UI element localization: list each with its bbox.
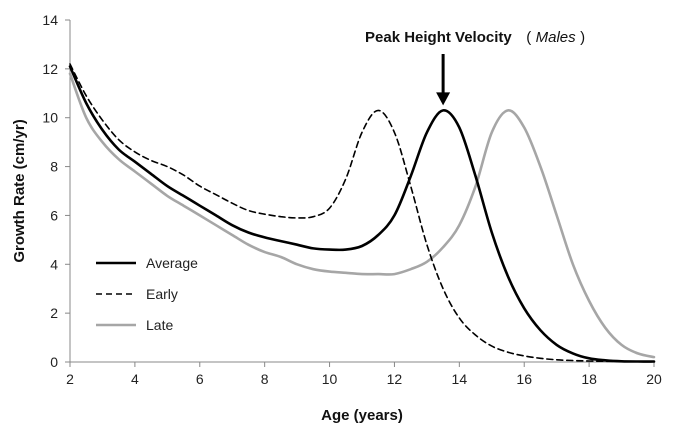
annotation-arrow-head bbox=[436, 92, 451, 106]
y-tick-label: 4 bbox=[50, 256, 58, 272]
x-ticks: 2 4 6 8 10 12 14 16 18 20 bbox=[66, 362, 662, 387]
x-tick-label: 6 bbox=[196, 371, 204, 387]
y-ticks: 0 2 4 6 8 10 12 14 bbox=[42, 12, 70, 370]
x-tick-label: 16 bbox=[516, 371, 532, 387]
y-tick-label: 0 bbox=[50, 354, 58, 370]
y-tick-label: 8 bbox=[50, 159, 58, 175]
annotation-paren-open: ( bbox=[526, 29, 531, 46]
series-line-average bbox=[68, 65, 656, 363]
y-tick-label: 2 bbox=[50, 305, 58, 321]
axes bbox=[69, 20, 654, 363]
x-tick-label: 12 bbox=[387, 371, 403, 387]
series-layer bbox=[68, 63, 656, 363]
x-tick-label: 2 bbox=[66, 371, 74, 387]
y-tick-label: 12 bbox=[42, 61, 58, 77]
y-axis-title: Growth Rate (cm/yr) bbox=[11, 119, 28, 262]
x-axis-title: Age (years) bbox=[321, 407, 403, 424]
x-tick-label: 4 bbox=[131, 371, 139, 387]
x-tick-label: 18 bbox=[581, 371, 597, 387]
annotation-italic: Males bbox=[536, 29, 577, 46]
x-tick-label: 20 bbox=[646, 371, 662, 387]
series-line-late bbox=[68, 72, 656, 359]
legend: Average Early Late bbox=[96, 255, 198, 333]
legend-label-average: Average bbox=[146, 255, 198, 271]
y-tick-label: 10 bbox=[42, 110, 58, 126]
series-line-early bbox=[69, 63, 655, 363]
peak-height-velocity-annotation: Peak Height Velocity ( Males ) bbox=[365, 29, 585, 106]
annotation-bold: Peak Height Velocity bbox=[365, 29, 512, 46]
x-tick-label: 8 bbox=[261, 371, 269, 387]
y-tick-label: 6 bbox=[50, 207, 58, 223]
x-tick-label: 10 bbox=[322, 371, 338, 387]
legend-label-early: Early bbox=[146, 286, 178, 302]
x-tick-label: 14 bbox=[452, 371, 468, 387]
y-tick-label: 14 bbox=[42, 12, 58, 28]
annotation-text: Peak Height Velocity ( Males ) bbox=[365, 29, 585, 46]
annotation-paren-close: ) bbox=[580, 29, 585, 46]
legend-label-late: Late bbox=[146, 317, 173, 333]
